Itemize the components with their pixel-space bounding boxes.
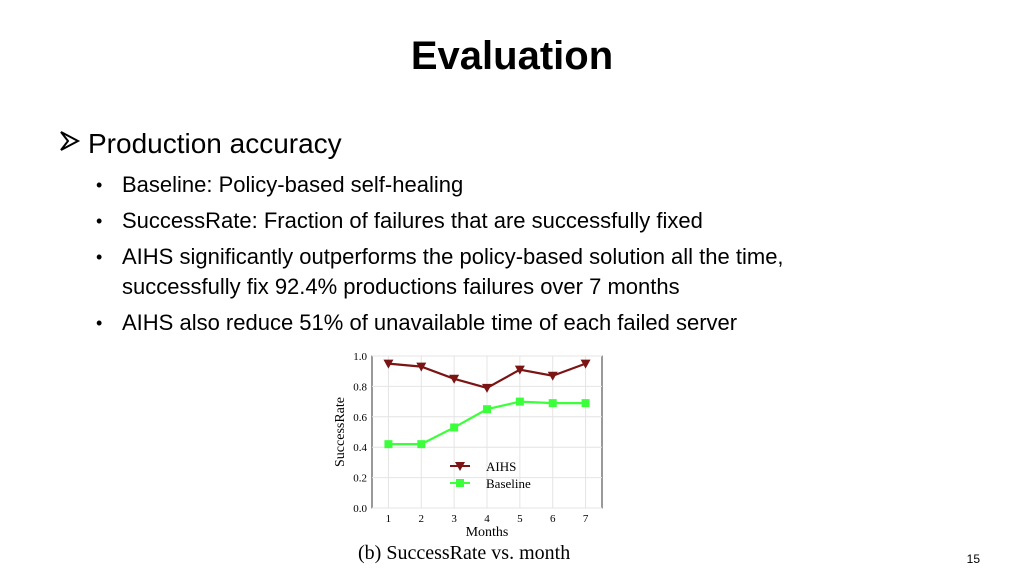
legend-marker-aihs bbox=[455, 462, 465, 471]
sub-bullet: • AIHS also reduce 51% of unavailable tim… bbox=[96, 310, 738, 335]
x-axis-label: Months bbox=[466, 525, 509, 540]
main-bullet: Production accuracy bbox=[58, 128, 342, 160]
data-point-aihs bbox=[580, 359, 591, 369]
data-point-baseline bbox=[483, 405, 491, 414]
data-point-aihs bbox=[449, 374, 460, 384]
data-point-baseline bbox=[450, 423, 459, 432]
y-tick-label: 0.6 bbox=[353, 412, 367, 424]
data-point-baseline bbox=[417, 440, 426, 449]
y-tick-label: 0.0 bbox=[353, 503, 367, 515]
y-tick-label: 0.2 bbox=[353, 473, 367, 485]
y-tick-label: 0.4 bbox=[353, 442, 367, 454]
figure-caption: (b) SuccessRate vs. month bbox=[358, 542, 571, 564]
chart-svg: 0.0 0.2 0.4 0.6 0.8 1.0 1 2 3 4 5 6 7 Months SuccessRa… bbox=[333, 351, 603, 540]
data-point-aihs bbox=[383, 359, 394, 369]
y-tick-label: 1.0 bbox=[353, 351, 367, 363]
data-point-aihs bbox=[482, 383, 492, 393]
page-number: 15 bbox=[966, 552, 980, 566]
legend-marker-baseline bbox=[456, 479, 464, 487]
x-tick-label: 1 bbox=[386, 513, 392, 525]
x-tick-label: 7 bbox=[583, 513, 589, 525]
x-tick-label: 5 bbox=[517, 513, 523, 525]
data-point-aihs bbox=[547, 371, 558, 381]
data-point-aihs bbox=[416, 362, 427, 372]
success-rate-chart: 0.0 0.2 0.4 0.6 0.8 1.0 1 2 3 4 5 6 7 Months SuccessRa… bbox=[330, 350, 610, 570]
sub-bullet-list: • Baseline: Policy-based self-healing • Su… bbox=[94, 170, 854, 344]
data-point-aihs bbox=[514, 365, 525, 375]
arrow-bullet-icon bbox=[58, 128, 88, 160]
slide-title: Evaluation bbox=[410, 34, 614, 78]
sub-bullet: • Baseline: Policy-based self-healing bbox=[96, 172, 464, 197]
x-tick-label: 2 bbox=[419, 513, 425, 525]
data-point-baseline bbox=[548, 399, 557, 408]
data-point-baseline bbox=[581, 399, 590, 408]
x-tick-label: 6 bbox=[550, 513, 556, 525]
sub-bullet: • AIHS significantly outperforms the poli… bbox=[96, 244, 784, 299]
main-bullet-text: Production accuracy bbox=[88, 128, 342, 159]
y-tick-label: 0.8 bbox=[353, 381, 367, 393]
data-point-baseline bbox=[384, 440, 393, 449]
sub-bullet: • SuccessRate: Fraction of failures that … bbox=[96, 208, 703, 233]
legend-label: Baseline bbox=[486, 476, 531, 491]
x-tick-label: 3 bbox=[451, 513, 457, 525]
legend-label: AIHS bbox=[486, 459, 516, 474]
x-tick-label: 4 bbox=[484, 513, 490, 525]
data-point-baseline bbox=[515, 397, 524, 406]
y-axis-label: SuccessRate bbox=[333, 397, 348, 467]
